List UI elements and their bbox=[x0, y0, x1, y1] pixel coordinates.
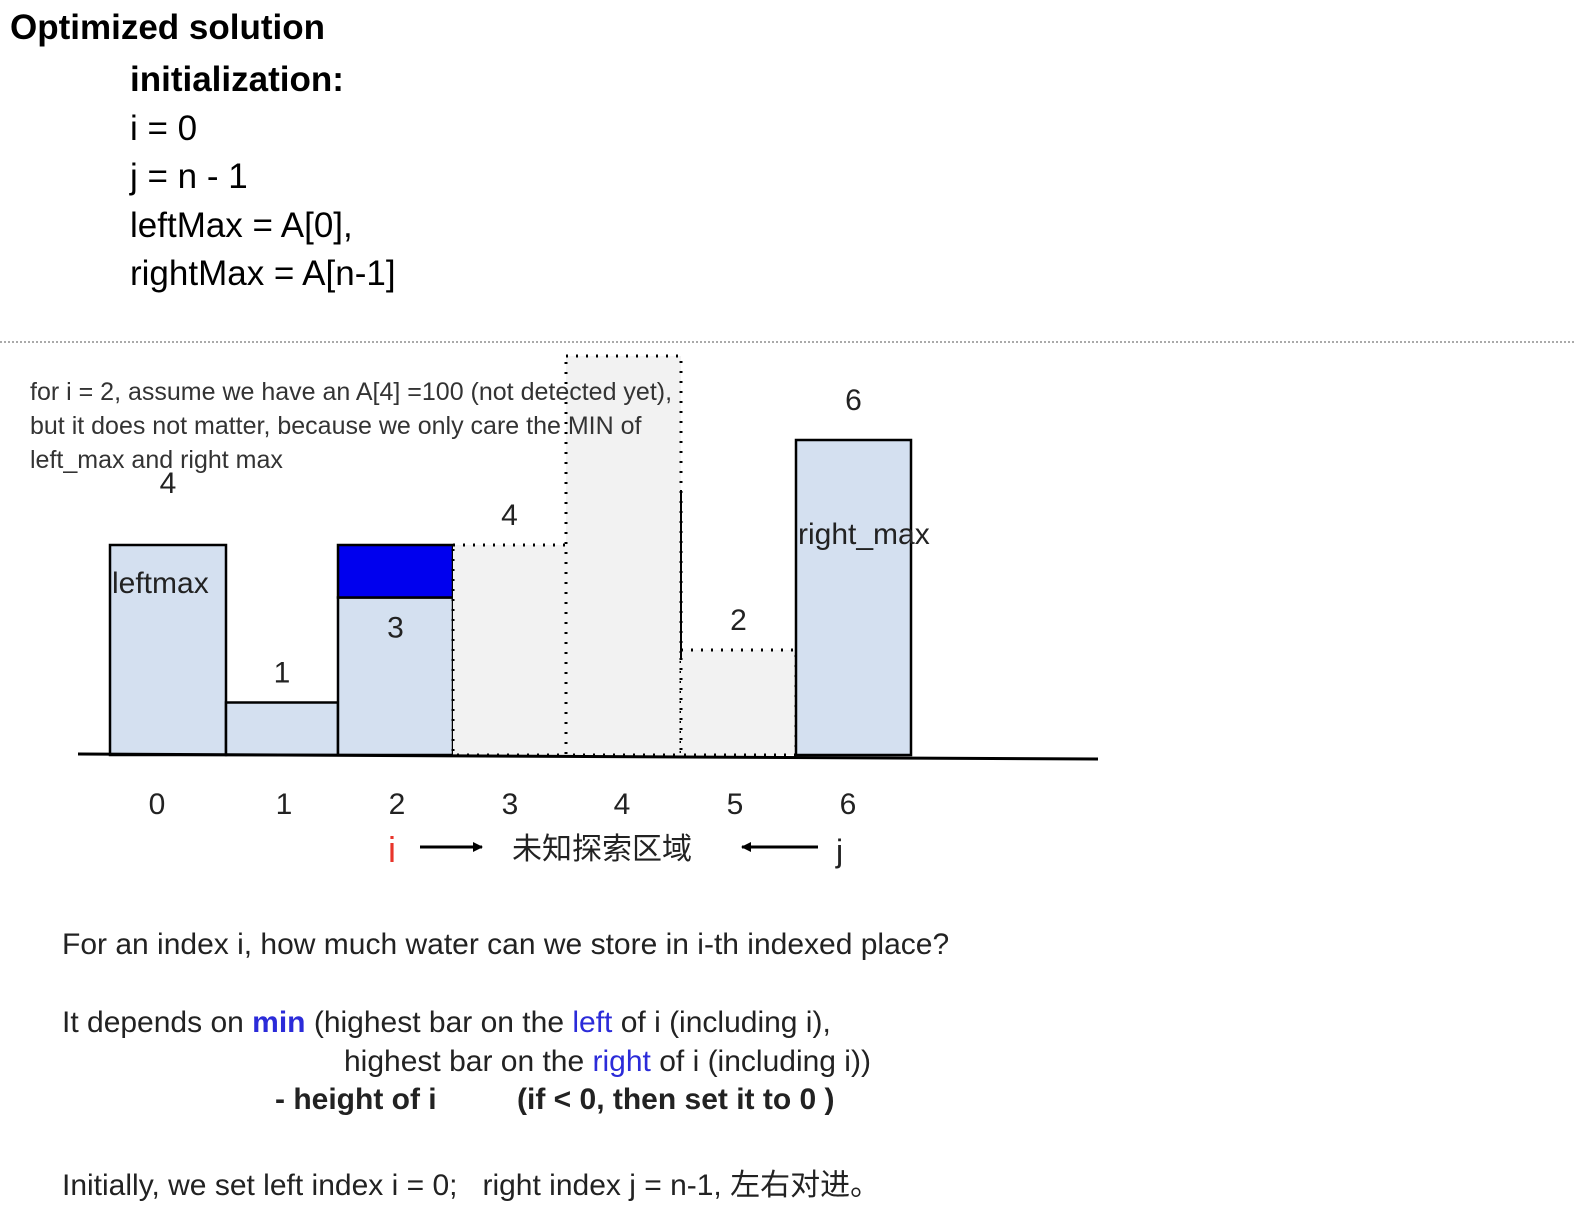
value-label-5: 2 bbox=[730, 604, 747, 637]
value-label-6: 6 bbox=[845, 384, 862, 417]
trapping-rain-water-diagram: for i = 2, assume we have an A[4] =100 (… bbox=[30, 354, 1099, 870]
explanation-line-1: It depends on min (highest bar on the le… bbox=[62, 1006, 831, 1039]
unknown-region-label: 未知探索区域 bbox=[512, 832, 692, 867]
bar-3 bbox=[451, 543, 568, 757]
index-label-1: 1 bbox=[276, 788, 293, 821]
pointer-i: i bbox=[388, 829, 396, 870]
note-line-3: left_max and right max bbox=[30, 446, 283, 474]
init-line-leftmax: leftMax = A[0], bbox=[130, 205, 353, 245]
explanation-line-3a: - height of i bbox=[275, 1083, 437, 1116]
init-line-rightmax: rightMax = A[n-1] bbox=[130, 254, 396, 293]
min-keyword: min bbox=[252, 1006, 306, 1039]
value-label-2: 3 bbox=[387, 612, 404, 645]
explanation-line-2: highest bar on the right of i (including… bbox=[344, 1045, 871, 1078]
value-label-1: 1 bbox=[274, 657, 291, 690]
inner-label-6: right_max bbox=[798, 518, 930, 551]
index-label-2: 2 bbox=[389, 788, 406, 821]
initialization-block: initialization: i = 0 j = n - 1 leftMax … bbox=[130, 56, 396, 299]
bar-1 bbox=[224, 701, 340, 757]
question-line: For an index i, how much water can we st… bbox=[62, 928, 950, 961]
pointer-j: j bbox=[835, 833, 843, 869]
init-line-j: j = n - 1 bbox=[130, 157, 248, 196]
index-label-3: 3 bbox=[502, 788, 519, 821]
note-line-1: for i = 2, assume we have an A[4] =100 (… bbox=[30, 378, 672, 406]
inner-label-0: leftmax bbox=[112, 567, 209, 600]
page-title: Optimized solution bbox=[10, 8, 325, 47]
initial-indices-line: Initially, we set left index i = 0; righ… bbox=[62, 1169, 881, 1202]
value-label-0: 4 bbox=[160, 467, 177, 500]
note-line-2: but it does not matter, because we only … bbox=[30, 412, 641, 440]
init-line-i: i = 0 bbox=[130, 108, 198, 148]
bar-4 bbox=[564, 354, 683, 757]
explanation-line-3b: (if < 0, then set it to 0 ) bbox=[517, 1083, 835, 1116]
bar-0 bbox=[108, 543, 228, 757]
bar-5 bbox=[679, 648, 798, 757]
init-heading: initialization: bbox=[130, 60, 344, 99]
left-keyword: left bbox=[572, 1006, 613, 1039]
water-2 bbox=[336, 543, 455, 599]
right-keyword: right bbox=[592, 1045, 651, 1078]
bar-6 bbox=[794, 438, 913, 757]
index-label-6: 6 bbox=[840, 788, 857, 821]
bars-layer bbox=[108, 354, 913, 757]
index-label-4: 4 bbox=[614, 788, 631, 821]
section-divider bbox=[0, 341, 1574, 343]
labels-layer: 0 4 leftmax 1 1 2 3 3 4 4 5 2 6 6 right_max bbox=[112, 384, 930, 821]
index-label-5: 5 bbox=[727, 788, 744, 821]
ground-line bbox=[77, 752, 1099, 761]
index-label-0: 0 bbox=[149, 788, 166, 821]
value-label-3: 4 bbox=[501, 499, 518, 532]
